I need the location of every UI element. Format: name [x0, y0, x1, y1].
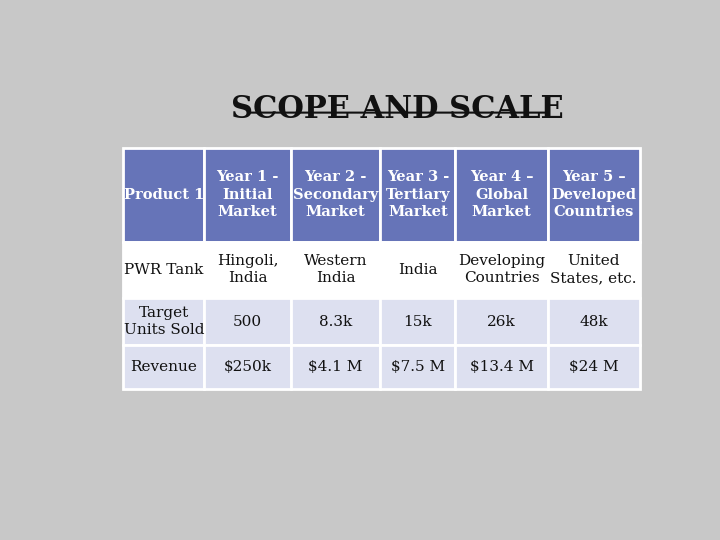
FancyBboxPatch shape — [291, 298, 380, 346]
Text: 500: 500 — [233, 315, 262, 328]
FancyBboxPatch shape — [204, 148, 291, 241]
Text: $13.4 M: $13.4 M — [469, 360, 534, 374]
FancyBboxPatch shape — [548, 298, 639, 346]
Text: Year 5 –
Developed
Countries: Year 5 – Developed Countries — [551, 171, 636, 219]
FancyBboxPatch shape — [291, 241, 380, 298]
Text: 15k: 15k — [403, 315, 432, 328]
Text: Year 4 –
Global
Market: Year 4 – Global Market — [469, 171, 534, 219]
Text: Hingoli,
India: Hingoli, India — [217, 254, 279, 285]
FancyBboxPatch shape — [204, 298, 291, 346]
Text: Developing
Countries: Developing Countries — [458, 254, 545, 285]
FancyBboxPatch shape — [291, 346, 380, 389]
FancyBboxPatch shape — [380, 346, 456, 389]
Text: India: India — [398, 262, 438, 276]
FancyBboxPatch shape — [380, 148, 456, 241]
FancyBboxPatch shape — [456, 346, 548, 389]
Text: $4.1 M: $4.1 M — [308, 360, 363, 374]
Text: $24 M: $24 M — [569, 360, 618, 374]
FancyBboxPatch shape — [204, 241, 291, 298]
FancyBboxPatch shape — [124, 148, 204, 241]
Text: Year 2 -
Secondary
Market: Year 2 - Secondary Market — [293, 171, 378, 219]
Text: Target
Units Sold: Target Units Sold — [124, 306, 204, 337]
Text: Year 3 -
Tertiary
Market: Year 3 - Tertiary Market — [386, 171, 450, 219]
FancyBboxPatch shape — [204, 346, 291, 389]
Text: PWR Tank: PWR Tank — [125, 262, 204, 276]
Text: Product 1: Product 1 — [124, 188, 204, 202]
Text: SCOPE AND SCALE: SCOPE AND SCALE — [230, 94, 563, 125]
Text: 8.3k: 8.3k — [319, 315, 352, 328]
Text: $7.5 M: $7.5 M — [391, 360, 445, 374]
Text: Revenue: Revenue — [130, 360, 197, 374]
FancyBboxPatch shape — [124, 346, 204, 389]
Text: Western
India: Western India — [304, 254, 367, 285]
FancyBboxPatch shape — [124, 241, 204, 298]
Text: Year 1 -
Initial
Market: Year 1 - Initial Market — [217, 171, 279, 219]
Text: 48k: 48k — [580, 315, 608, 328]
FancyBboxPatch shape — [291, 148, 380, 241]
Text: United
States, etc.: United States, etc. — [550, 254, 637, 285]
FancyBboxPatch shape — [456, 298, 548, 346]
FancyBboxPatch shape — [380, 241, 456, 298]
FancyBboxPatch shape — [548, 148, 639, 241]
FancyBboxPatch shape — [124, 298, 204, 346]
Text: $250k: $250k — [224, 360, 271, 374]
Text: 26k: 26k — [487, 315, 516, 328]
FancyBboxPatch shape — [548, 241, 639, 298]
FancyBboxPatch shape — [456, 148, 548, 241]
FancyBboxPatch shape — [380, 298, 456, 346]
FancyBboxPatch shape — [456, 241, 548, 298]
FancyBboxPatch shape — [548, 346, 639, 389]
